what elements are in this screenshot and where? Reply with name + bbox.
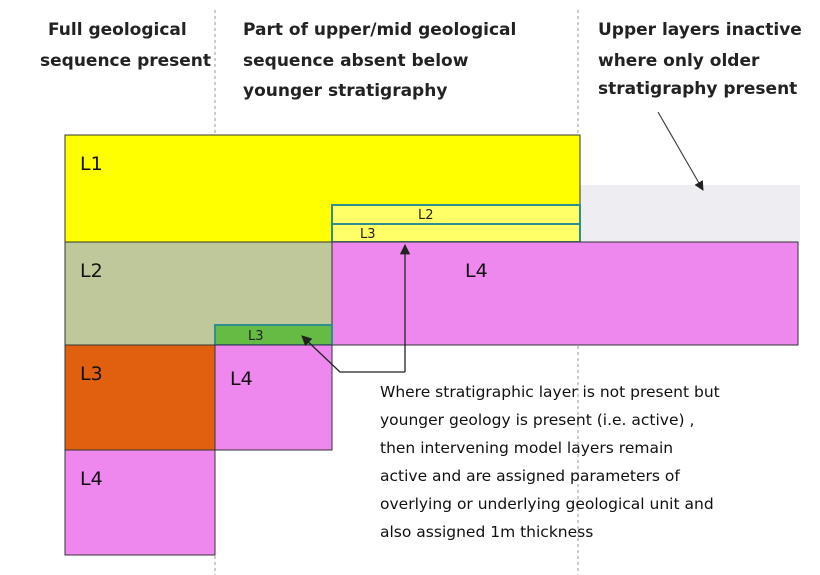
note-line: active and are assigned parameters of <box>380 467 680 485</box>
layer-label: L3 <box>80 363 103 385</box>
arrow <box>657 111 704 191</box>
note-line: overlying or underlying geological unit … <box>380 495 714 513</box>
header: Upper layers inactive <box>598 20 802 40</box>
layer-label: L3 <box>360 227 376 242</box>
layer-l3 <box>64 344 216 451</box>
layer-label: L3 <box>248 329 264 344</box>
layer-l2-thin <box>331 204 581 225</box>
header: Part of upper/mid geological <box>243 20 516 40</box>
layer-label: L2 <box>80 260 103 282</box>
note-line: also assigned 1m thickness <box>380 523 593 541</box>
layer-l4 <box>214 344 333 451</box>
header: stratigraphy present <box>598 79 797 99</box>
note-line: Where stratigraphic layer is not present… <box>380 383 720 401</box>
header: younger stratigraphy <box>243 81 447 101</box>
layer-l4 <box>331 241 799 346</box>
layer-label: L4 <box>80 468 103 490</box>
header: Full geological <box>48 20 187 40</box>
layer-label: L2 <box>418 208 434 223</box>
layer-l4 <box>64 449 216 556</box>
layer-label: L4 <box>465 260 488 282</box>
header: where only older <box>598 51 760 71</box>
header: sequence present <box>40 51 211 71</box>
layer-l3-thin <box>214 324 333 346</box>
note-line: younger geology is present (i.e. active)… <box>380 411 694 429</box>
layer-label: L4 <box>230 368 253 390</box>
note-line: then intervening model layers remain <box>380 439 673 457</box>
arrow <box>301 335 405 373</box>
layer-label: L1 <box>80 153 103 175</box>
inactive-zone <box>580 185 800 242</box>
header: sequence absent below <box>243 51 469 71</box>
